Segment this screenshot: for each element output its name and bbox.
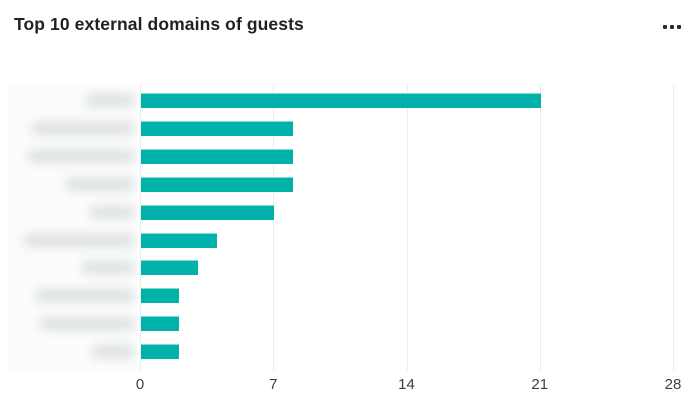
- x-axis: 0 7 14 21 28: [0, 376, 700, 396]
- bar[interactable]: [141, 260, 198, 276]
- gridline-x-7: [273, 84, 275, 371]
- horizontal-ellipsis-icon: [663, 25, 681, 29]
- bar[interactable]: [141, 204, 274, 220]
- bar[interactable]: [141, 344, 179, 360]
- gridline-x-0: [140, 84, 141, 371]
- x-tick-label: 14: [398, 376, 415, 393]
- bar[interactable]: [141, 288, 179, 304]
- category-label-redacted: [82, 261, 134, 275]
- category-label-redacted: [24, 233, 134, 247]
- more-options-button[interactable]: [656, 16, 688, 38]
- x-tick-label: 28: [664, 376, 682, 393]
- gridline-x-14: [406, 84, 408, 371]
- category-label-redacted: [90, 205, 134, 219]
- gridline-x-21: [539, 84, 541, 371]
- bar[interactable]: [141, 176, 293, 192]
- page-title: Top 10 external domains of guests: [14, 14, 304, 34]
- bar[interactable]: [141, 148, 293, 164]
- category-label-redacted: [66, 177, 134, 191]
- x-tick-label: 0: [135, 376, 145, 393]
- x-tick-label: 7: [269, 376, 278, 393]
- category-label-redacted: [36, 289, 134, 303]
- category-label-redacted: [28, 149, 134, 163]
- x-tick-label: 21: [531, 376, 549, 393]
- gridline-x-28: [673, 84, 674, 371]
- plot-area: [140, 84, 674, 371]
- category-label-redacted: [92, 345, 134, 359]
- bar[interactable]: [141, 120, 293, 136]
- category-label-redacted: [40, 317, 134, 331]
- y-axis-labels-redacted: [8, 84, 137, 371]
- category-label-redacted: [86, 94, 134, 107]
- bar[interactable]: [141, 232, 217, 248]
- bar[interactable]: [141, 316, 179, 332]
- category-label-redacted: [32, 121, 134, 135]
- bar[interactable]: [141, 93, 541, 108]
- card-header: Top 10 external domains of guests: [0, 0, 700, 48]
